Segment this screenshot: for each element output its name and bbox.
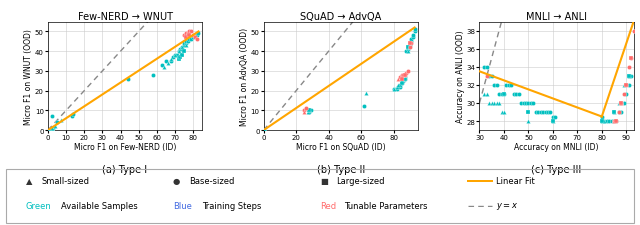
Y-axis label: Micro F1 on AdvQA (OOD): Micro F1 on AdvQA (OOD): [240, 28, 249, 125]
Text: ▲: ▲: [26, 177, 32, 186]
Text: (a) Type I: (a) Type I: [102, 164, 148, 174]
Title: MNLI → ANLI: MNLI → ANLI: [526, 12, 587, 22]
Title: SQuAD → AdvQA: SQuAD → AdvQA: [300, 12, 381, 22]
Title: Few-NERD → WNUT: Few-NERD → WNUT: [77, 12, 173, 22]
X-axis label: Accuracy on MNLI (ID): Accuracy on MNLI (ID): [515, 142, 599, 151]
Text: Green: Green: [26, 201, 51, 210]
Text: Red: Red: [320, 201, 336, 210]
Text: Base-sized: Base-sized: [189, 177, 234, 186]
Text: Blue: Blue: [173, 201, 191, 210]
Text: Large-sized: Large-sized: [336, 177, 385, 186]
Text: Available Samples: Available Samples: [61, 201, 138, 210]
Text: Linear Fit: Linear Fit: [496, 177, 535, 186]
X-axis label: Micro F1 on SQuAD (ID): Micro F1 on SQuAD (ID): [296, 142, 386, 151]
Y-axis label: Accuracy on ANLI (OOD): Accuracy on ANLI (OOD): [456, 30, 465, 123]
Text: Small-sized: Small-sized: [42, 177, 90, 186]
Text: ■: ■: [320, 177, 328, 186]
X-axis label: Micro F1 on Few-NERD (ID): Micro F1 on Few-NERD (ID): [74, 142, 176, 151]
Y-axis label: Micro F1 on WNUT (OOD): Micro F1 on WNUT (OOD): [24, 29, 33, 124]
Text: $y = x$: $y = x$: [496, 200, 518, 211]
Text: (b) Type II: (b) Type II: [317, 164, 365, 174]
Text: (c) Type III: (c) Type III: [531, 164, 582, 174]
Text: ●: ●: [173, 177, 180, 186]
Text: Training Steps: Training Steps: [202, 201, 261, 210]
Text: Tunable Parameters: Tunable Parameters: [344, 201, 428, 210]
